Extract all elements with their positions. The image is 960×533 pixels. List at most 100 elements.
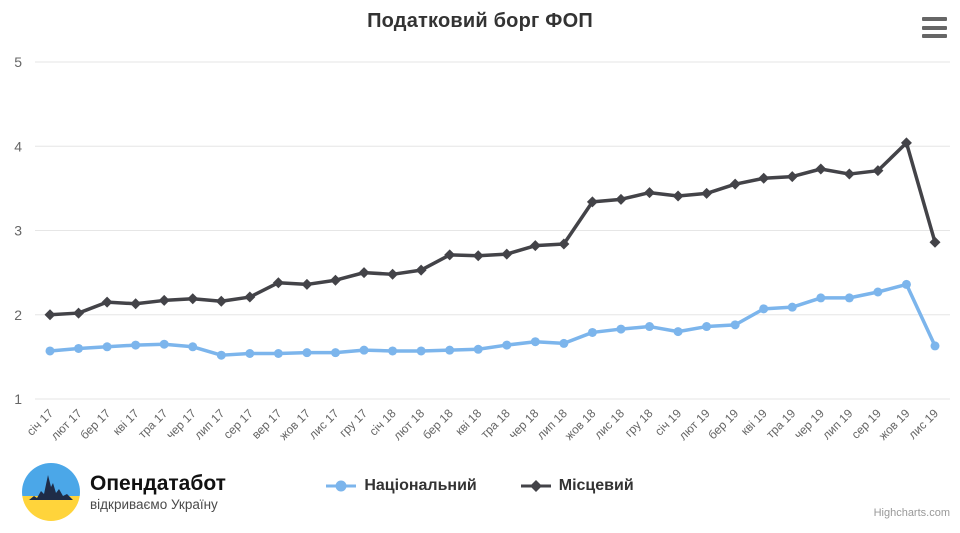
x-axis-label: чер 19 bbox=[791, 406, 827, 442]
data-point[interactable] bbox=[786, 171, 798, 183]
data-point[interactable] bbox=[645, 322, 655, 332]
data-point[interactable] bbox=[530, 337, 540, 347]
x-axis-label: гру 18 bbox=[622, 406, 656, 440]
data-point[interactable] bbox=[472, 250, 484, 262]
legend-marker bbox=[335, 480, 347, 492]
data-point[interactable] bbox=[587, 327, 597, 337]
series-line-national[interactable] bbox=[48, 282, 937, 357]
data-point[interactable] bbox=[930, 341, 940, 351]
x-axis-label: лип 19 bbox=[819, 406, 855, 442]
data-point[interactable] bbox=[616, 324, 626, 334]
y-axis-label: 5 bbox=[14, 54, 22, 70]
x-axis-label: чер 18 bbox=[506, 406, 542, 442]
legend: Національний Місцевий bbox=[0, 477, 960, 495]
data-point[interactable] bbox=[358, 267, 370, 279]
data-point[interactable] bbox=[187, 293, 199, 305]
data-point[interactable] bbox=[759, 304, 769, 314]
y-axis-label: 2 bbox=[14, 307, 22, 323]
data-point[interactable] bbox=[900, 137, 912, 149]
data-point[interactable] bbox=[244, 291, 256, 303]
data-point[interactable] bbox=[130, 298, 142, 310]
series-line-local[interactable] bbox=[48, 141, 937, 317]
legend-item-national[interactable]: Національний bbox=[326, 477, 477, 495]
data-point[interactable] bbox=[558, 238, 570, 250]
x-axis-label: лис 17 bbox=[306, 406, 342, 442]
data-point[interactable] bbox=[301, 278, 313, 290]
x-axis-label: сер 17 bbox=[221, 406, 257, 442]
data-point[interactable] bbox=[929, 236, 941, 248]
legend-item-local[interactable]: Місцевий bbox=[520, 477, 634, 495]
legend-marker bbox=[529, 480, 542, 492]
data-point[interactable] bbox=[131, 340, 141, 350]
highcharts-credits[interactable]: Highcharts.com bbox=[873, 507, 950, 519]
data-point[interactable] bbox=[644, 187, 656, 199]
data-point[interactable] bbox=[816, 293, 826, 303]
data-point[interactable] bbox=[44, 309, 56, 321]
x-axis-label: лип 17 bbox=[191, 406, 227, 442]
data-point[interactable] bbox=[272, 277, 284, 289]
data-point[interactable] bbox=[159, 339, 169, 349]
data-point[interactable] bbox=[73, 307, 85, 319]
data-point[interactable] bbox=[74, 343, 84, 353]
data-point[interactable] bbox=[388, 346, 398, 356]
x-axis-label: тра 17 bbox=[135, 406, 170, 441]
data-point[interactable] bbox=[901, 279, 911, 289]
data-point[interactable] bbox=[758, 172, 770, 184]
data-point[interactable] bbox=[501, 248, 513, 260]
data-point[interactable] bbox=[188, 342, 198, 352]
data-point[interactable] bbox=[843, 168, 855, 180]
data-point[interactable] bbox=[101, 296, 113, 308]
data-point[interactable] bbox=[615, 193, 627, 205]
brand-tagline: відкриваємо Україну bbox=[90, 497, 218, 513]
legend-marker-national-icon bbox=[326, 480, 357, 492]
data-point[interactable] bbox=[102, 342, 112, 352]
data-point[interactable] bbox=[502, 340, 512, 350]
opendatabot-logo-text: Опендатабот відкриваємо Україну bbox=[90, 472, 226, 512]
data-point[interactable] bbox=[844, 293, 854, 303]
x-axis-label: лют 18 bbox=[391, 406, 428, 443]
data-point[interactable] bbox=[273, 349, 283, 359]
y-axis-label: 3 bbox=[14, 223, 22, 239]
data-point[interactable] bbox=[729, 178, 741, 190]
data-point[interactable] bbox=[245, 349, 255, 359]
data-point[interactable] bbox=[586, 196, 598, 208]
export-menu-button[interactable] bbox=[922, 17, 947, 38]
data-point[interactable] bbox=[702, 322, 712, 332]
data-point[interactable] bbox=[387, 268, 399, 280]
data-point[interactable] bbox=[529, 240, 541, 252]
data-point[interactable] bbox=[730, 320, 740, 330]
data-point[interactable] bbox=[330, 348, 340, 358]
legend-label-local: Місцевий bbox=[558, 477, 634, 494]
data-point[interactable] bbox=[215, 295, 227, 307]
x-axis-label: бер 19 bbox=[705, 406, 741, 442]
data-point[interactable] bbox=[787, 302, 797, 312]
opendatabot-logo-icon bbox=[22, 463, 80, 521]
data-point[interactable] bbox=[445, 345, 455, 355]
data-point[interactable] bbox=[673, 327, 683, 337]
x-axis-label: лис 18 bbox=[591, 406, 627, 442]
data-point[interactable] bbox=[873, 287, 883, 297]
x-axis-label: лют 19 bbox=[676, 406, 713, 443]
legend-marker-local-icon bbox=[520, 480, 551, 492]
x-axis-label: жов 19 bbox=[876, 406, 913, 443]
data-point[interactable] bbox=[672, 190, 684, 202]
chart-title: Податковий борг ФОП bbox=[367, 10, 593, 32]
data-point[interactable] bbox=[216, 350, 226, 360]
data-point[interactable] bbox=[559, 338, 569, 348]
x-axis-label: лют 17 bbox=[48, 406, 85, 443]
data-point[interactable] bbox=[872, 165, 884, 177]
data-point[interactable] bbox=[359, 345, 369, 355]
data-point[interactable] bbox=[444, 249, 456, 261]
data-point[interactable] bbox=[416, 346, 426, 356]
data-point[interactable] bbox=[701, 187, 713, 199]
data-point[interactable] bbox=[45, 346, 55, 356]
data-point[interactable] bbox=[415, 264, 427, 276]
x-axis-label: гру 17 bbox=[336, 406, 370, 440]
data-point[interactable] bbox=[473, 344, 483, 354]
data-point[interactable] bbox=[302, 348, 312, 358]
x-axis-label: жов 17 bbox=[276, 406, 313, 443]
data-point[interactable] bbox=[329, 274, 341, 286]
data-point[interactable] bbox=[815, 163, 827, 175]
data-point[interactable] bbox=[158, 294, 170, 306]
